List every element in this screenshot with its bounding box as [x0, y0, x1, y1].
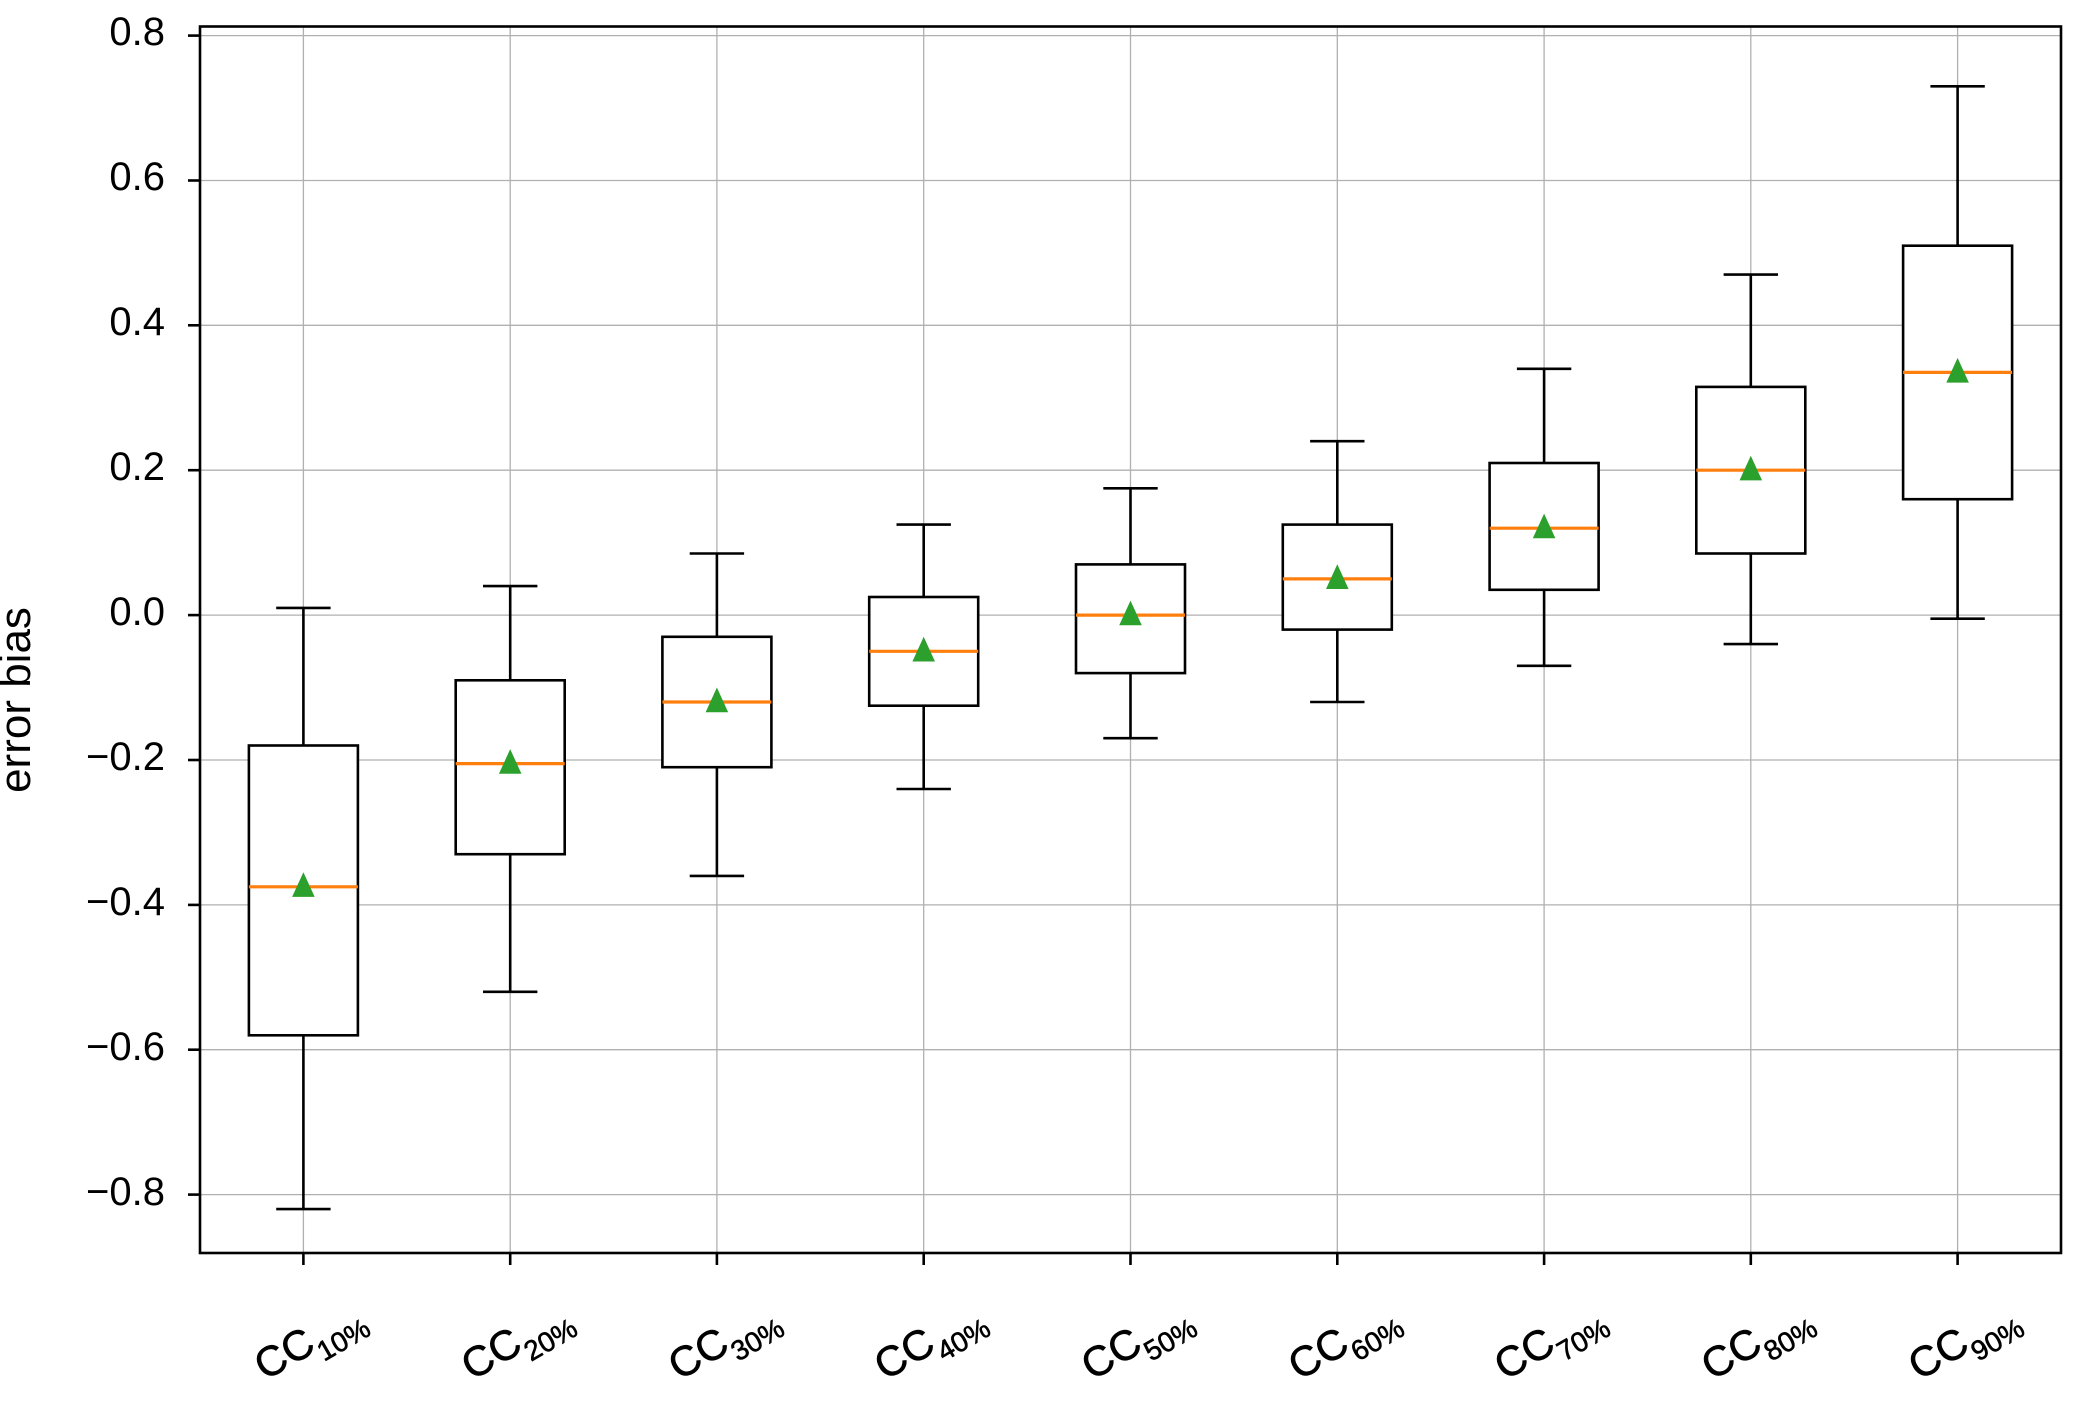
svg-text:CC50%: CC50% [1073, 1290, 1203, 1398]
svg-text:CC90%: CC90% [1900, 1290, 2030, 1398]
svg-text:CC80%: CC80% [1693, 1290, 1823, 1398]
svg-text:CC70%: CC70% [1486, 1290, 1616, 1398]
svg-text:CC60%: CC60% [1280, 1290, 1410, 1398]
svg-text:CC30%: CC30% [660, 1290, 790, 1398]
svg-text:CC20%: CC20% [453, 1290, 583, 1398]
svg-text:CC10%: CC10% [246, 1290, 376, 1398]
svg-text:CC40%: CC40% [866, 1290, 996, 1398]
